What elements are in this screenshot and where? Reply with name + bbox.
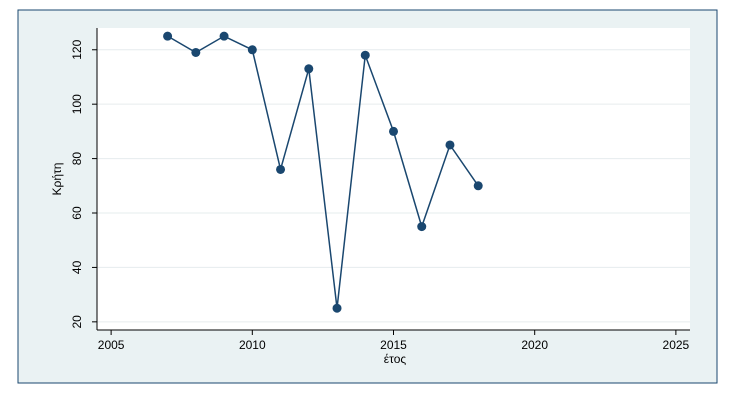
data-point: [247, 45, 257, 55]
x-tick-label: 2010: [239, 338, 266, 352]
y-tick-label: 80: [70, 152, 84, 166]
data-point: [445, 140, 455, 150]
y-tick-label: 120: [70, 39, 84, 59]
data-point: [304, 64, 314, 74]
data-point: [163, 31, 173, 41]
series-line: [167, 35, 479, 309]
x-tick-label: 2005: [98, 338, 125, 352]
data-point: [276, 164, 286, 174]
x-tick-label: 2020: [521, 338, 548, 352]
data-point: [191, 47, 201, 57]
y-tick-label: 40: [70, 260, 84, 274]
data-point: [219, 31, 229, 41]
y-tick-label: 100: [70, 94, 84, 114]
data-point: [417, 222, 427, 232]
plot-region: [97, 28, 690, 330]
y-tick-label: 60: [70, 206, 84, 220]
y-tick-label: 20: [70, 315, 84, 329]
data-point: [332, 303, 342, 313]
y-axis-label: Κρήτη: [50, 163, 64, 196]
data-point: [473, 181, 483, 191]
data-point: [389, 126, 398, 136]
x-tick-label: 2015: [380, 338, 407, 352]
data-point: [360, 50, 370, 60]
x-axis-label: έτος: [384, 352, 407, 366]
x-tick-label: 2025: [663, 338, 690, 352]
